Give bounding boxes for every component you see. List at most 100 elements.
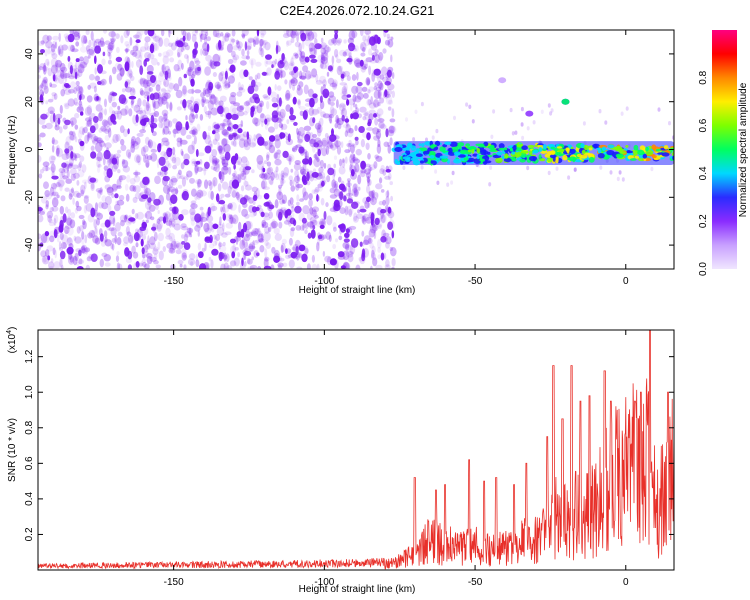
spectrogram-noise-blob	[211, 155, 218, 165]
spectrogram-noise-blob	[51, 137, 55, 145]
signal-side-blob	[561, 98, 570, 105]
spectrogram-noise-blob	[314, 38, 318, 45]
spectrogram-noise-blob	[144, 136, 150, 146]
spectrogram-noise-blob	[236, 40, 241, 49]
spectrogram-noise-blob	[347, 196, 353, 201]
spectrogram-noise-blob	[365, 142, 370, 150]
spectrogram-noise-blob	[203, 89, 210, 95]
spectrogram-noise-blob	[58, 48, 64, 57]
spectrogram-noise-blob	[301, 195, 305, 201]
spectrogram-noise-blob	[334, 32, 338, 40]
spectrogram-noise-blob	[389, 181, 394, 186]
spectrogram-noise-blob	[116, 262, 120, 269]
spectrogram-faint-blob	[420, 101, 424, 107]
spectrogram-noise-blob	[312, 133, 317, 139]
spectrogram-noise-blob	[50, 155, 56, 161]
spectrogram-noise-blob	[52, 74, 56, 82]
spectrogram-noise-blob	[336, 38, 343, 44]
spectrogram-noise-blob	[95, 188, 103, 193]
spectrogram-noise-blob	[373, 85, 377, 91]
spectrogram-noise-blob	[163, 113, 168, 120]
spectrogram-noise-blob	[106, 147, 109, 153]
spectrogram-noise-blob	[341, 107, 347, 118]
spectrogram-noise-blob	[336, 65, 342, 76]
spectrogram-noise-blob	[59, 258, 63, 268]
spectrogram-noise-blob	[261, 221, 269, 228]
spectrogram-noise-blob	[188, 227, 192, 236]
spectrogram-noise-blob	[260, 180, 266, 190]
spectrogram-noise-blob	[348, 155, 355, 164]
spectrogram-noise-blob	[143, 59, 147, 67]
spectrogram-noise-blob	[189, 211, 197, 222]
spectrogram-noise-blob	[197, 181, 200, 189]
spectrogram-noise-blob	[64, 103, 70, 110]
spectrogram-noise-blob	[78, 96, 82, 103]
spectrogram-noise-blob	[126, 30, 130, 36]
spectrogram-noise-blob	[195, 149, 199, 157]
spectrogram-noise-blob	[162, 169, 167, 178]
spectrogram-noise-blob	[136, 229, 144, 238]
spectrogram-noise-blob	[336, 117, 340, 124]
spectrogram-noise-blob	[368, 190, 375, 197]
spectrogram-noise-blob	[162, 55, 169, 65]
spectrogram-noise-blob	[139, 109, 147, 117]
spectrogram-noise-blob	[51, 94, 56, 101]
spectrogram-noise-blob	[146, 82, 151, 87]
spectrogram-noise-blob	[319, 171, 326, 180]
spectrogram-noise-blob	[368, 65, 372, 76]
spectrogram-noise-blob	[113, 110, 122, 115]
spectrogram-noise-blob	[377, 254, 382, 260]
spectrogram-noise-blob	[343, 238, 350, 243]
spectrogram-noise-blob	[339, 191, 344, 201]
spectrogram-noise-blob	[346, 99, 350, 106]
signal-band-blob	[521, 145, 528, 150]
spectrogram-noise-blob	[133, 171, 141, 176]
spectrogram-noise-blob	[60, 89, 65, 97]
spectrogram-noise-blob	[344, 118, 350, 123]
spectrogram-noise-blob	[259, 173, 266, 179]
spectrogram-noise-blob	[209, 59, 213, 68]
spectrogram-noise-blob	[126, 70, 134, 78]
spectrogram-noise-blob	[162, 246, 166, 252]
spectrogram-noise-blob	[271, 64, 274, 69]
spectrogram-noise-blob	[290, 37, 295, 44]
spectrogram-noise-blob	[218, 200, 226, 205]
spectrogram-noise-blob	[276, 100, 284, 105]
spectrogram-noise-blob	[111, 92, 118, 97]
spectrogram-noise-blob	[342, 241, 350, 249]
spectrogram-noise-blob	[231, 214, 239, 225]
spectrogram-noise-blob	[314, 43, 322, 50]
spectrogram-noise-blob	[306, 212, 313, 220]
spectrogram-noise-blob	[308, 199, 313, 207]
spectrogram-noise-blob	[41, 66, 49, 71]
spectrogram-noise-blob	[371, 249, 375, 259]
spectrogram-noise-blob	[160, 151, 168, 157]
spectrogram-noise-blob	[301, 175, 307, 184]
signal-band-blob	[466, 146, 475, 150]
spectrogram-noise-blob	[340, 73, 345, 82]
signal-band-blob	[601, 146, 607, 151]
spectrogram-noise-blob	[208, 85, 213, 91]
spectrogram-noise-blob	[173, 63, 180, 72]
spectrogram-noise-blob	[344, 48, 352, 57]
spectrogram-noise-blob	[386, 69, 393, 78]
spectrogram-noise-blob	[192, 67, 199, 75]
spectrogram-noise-blob	[59, 250, 66, 260]
spectrogram-noise-blob	[296, 127, 299, 135]
spectrogram-noise-blob	[78, 126, 86, 135]
spectrogram-noise-blob	[76, 266, 84, 269]
spectrogram-noise-blob	[154, 42, 160, 52]
spectrogram-noise-blob	[168, 247, 176, 254]
spectrogram-noise-blob	[384, 264, 391, 269]
spectrogram-noise-blob	[296, 87, 303, 96]
spectrogram-noise-blob	[193, 103, 199, 114]
spectrogram-faint-blob	[412, 137, 416, 142]
spectrogram-noise-blob	[173, 83, 180, 92]
spectrogram-noise-blob	[273, 249, 280, 260]
spectrogram-noise-blob	[146, 240, 150, 250]
spectrogram-noise-blob	[220, 113, 224, 117]
spectrogram-noise-blob	[229, 94, 236, 105]
spectrogram-noise-blob	[217, 105, 224, 115]
spectrogram-noise-blob	[334, 30, 339, 35]
spectrogram-noise-blob	[116, 185, 122, 190]
